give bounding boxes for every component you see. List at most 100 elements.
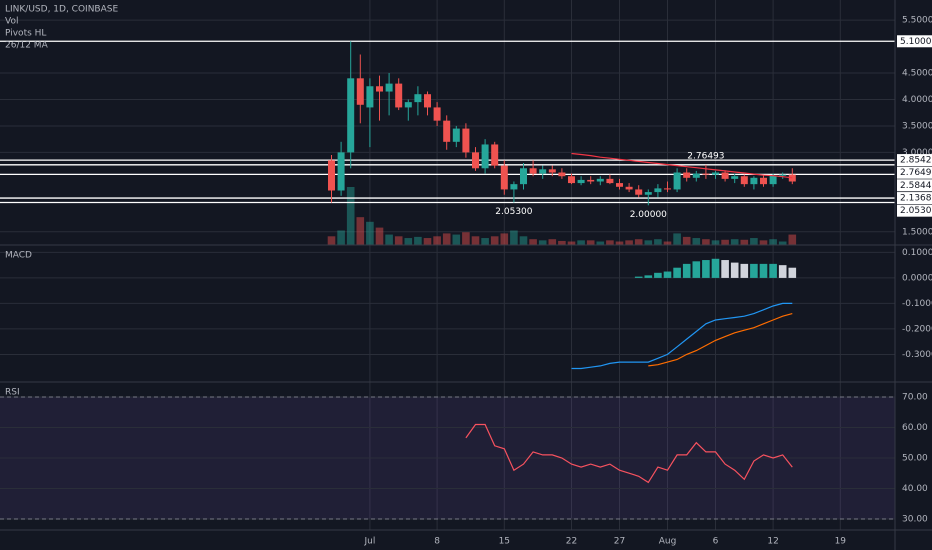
candle-body — [577, 179, 585, 184]
volume-bar — [750, 238, 758, 245]
level-label-box — [897, 154, 932, 167]
volume-bar — [442, 233, 451, 245]
volume-bar — [673, 233, 681, 245]
rsi-line — [465, 423, 793, 484]
level-label-box — [897, 204, 932, 217]
volume-bar — [490, 236, 499, 245]
volume-bar — [702, 239, 710, 245]
histogram-bar — [750, 263, 758, 278]
volume-bar — [721, 239, 729, 245]
y-tick-label: 3.50000 — [902, 121, 932, 131]
candle-body — [731, 176, 739, 179]
candle-body — [721, 172, 729, 179]
candle-body — [596, 178, 604, 182]
candle-body — [568, 176, 575, 184]
pivot-label: 2.76493 — [687, 151, 724, 161]
candle-body — [433, 107, 441, 121]
candle-body — [491, 144, 499, 166]
candle-body — [788, 174, 796, 182]
chart-title: LINK/USD, 1D, COINBASE — [5, 5, 118, 15]
y-tick-label: 40.00 — [902, 484, 928, 494]
x-tick-label: 27 — [614, 537, 625, 547]
candle-body — [404, 102, 412, 108]
y-tick-label: 30.00 — [902, 514, 928, 524]
level-label-box — [897, 35, 932, 48]
volume-bar — [586, 240, 595, 245]
level-label-box — [897, 192, 932, 205]
y-tick-label: 4.00000 — [902, 95, 932, 105]
candle-body — [385, 83, 393, 92]
volume-bar — [404, 238, 413, 245]
level-label: 2.58440 — [900, 181, 932, 191]
y-tick-label: -0.30000 — [902, 350, 932, 360]
volume-bar — [788, 234, 797, 245]
volume-bar — [471, 236, 480, 245]
candle-body — [644, 192, 652, 195]
histogram-bar — [644, 275, 653, 278]
candle-body — [356, 78, 364, 105]
candle-body — [520, 168, 527, 185]
candle-body — [616, 183, 623, 187]
indicator-label: 26/12 MA — [5, 41, 49, 51]
y-tick-label: -0.20000 — [902, 324, 932, 334]
candle-body — [452, 128, 460, 142]
volume-bar — [548, 239, 557, 245]
indicator-label: Pivots HL — [5, 29, 46, 39]
volume-bar — [385, 234, 393, 245]
volume-bar — [433, 236, 441, 245]
histogram-bar — [702, 260, 710, 278]
candle-body — [462, 128, 470, 153]
histogram-bar — [654, 272, 662, 278]
y-tick-label: 5.50000 — [902, 16, 932, 26]
histogram-bar — [759, 263, 768, 278]
candle-body — [539, 169, 547, 174]
candle-body — [510, 184, 518, 190]
volume-bar — [529, 239, 537, 245]
histogram-bar — [730, 262, 739, 278]
level-label-box — [897, 179, 932, 192]
y-tick-label: 60.00 — [902, 423, 928, 433]
candle-body — [606, 178, 614, 184]
candle-body — [692, 173, 700, 178]
candle-body — [587, 179, 595, 182]
candle-body — [366, 86, 374, 108]
candle-body — [635, 189, 643, 195]
candle-body — [740, 176, 748, 185]
volume-bar — [682, 236, 691, 245]
histogram-bar — [778, 265, 787, 278]
volume-bar — [356, 217, 365, 245]
candle-body — [548, 169, 556, 173]
level-label: 2.76493 — [900, 168, 932, 178]
volume-bar — [346, 187, 355, 245]
candle-body — [750, 177, 758, 185]
candle-body — [424, 94, 431, 108]
level-label: 2.13683 — [900, 194, 932, 204]
volume-bar — [375, 227, 384, 245]
volume-bar — [654, 239, 662, 245]
histogram-bar — [769, 263, 777, 278]
volume-bar — [615, 241, 624, 245]
candle-body — [500, 165, 508, 190]
volume-bar — [366, 221, 374, 245]
histogram-bar — [740, 263, 749, 278]
y-tick-label: 0.00000 — [902, 273, 932, 283]
candle-body — [443, 120, 451, 142]
y-tick-label: 70.00 — [902, 393, 928, 403]
candle-body — [673, 172, 681, 190]
candle-body — [481, 144, 489, 169]
volume-bar — [644, 240, 653, 245]
volume-bar — [500, 233, 509, 245]
volume-bar — [711, 240, 720, 245]
candle-body — [712, 172, 719, 175]
volume-bar — [567, 241, 576, 245]
candle-body — [664, 188, 671, 190]
candle-body — [702, 173, 710, 175]
x-tick-label: 6 — [713, 537, 719, 547]
candle-body — [779, 174, 787, 176]
x-tick-label: Jul — [363, 537, 375, 547]
macd-line — [648, 313, 793, 367]
